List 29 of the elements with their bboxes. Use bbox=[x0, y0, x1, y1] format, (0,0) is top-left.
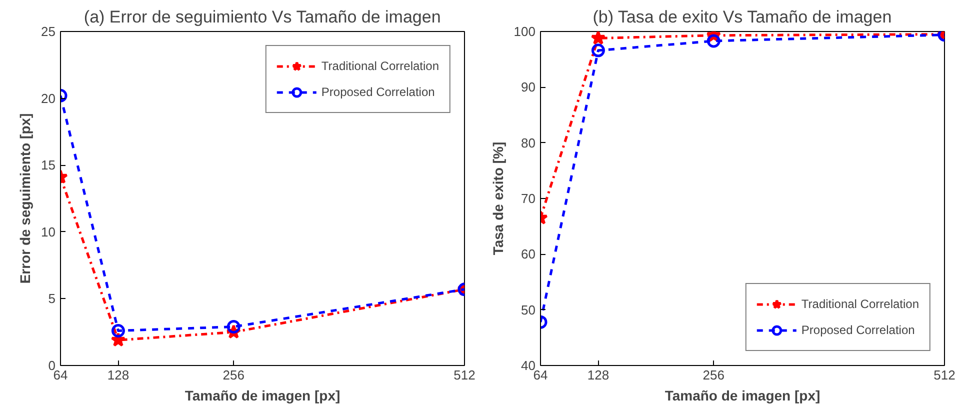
y-tick-label: 15 bbox=[41, 158, 56, 173]
y-tick-label: 20 bbox=[41, 90, 56, 106]
y-tick-label: 100 bbox=[514, 24, 536, 39]
x-tick-label: 128 bbox=[107, 368, 130, 382]
legend-label: Traditional Correlation bbox=[321, 59, 439, 73]
y-tick-label: 80 bbox=[521, 135, 536, 150]
chart-title: (a) Error de seguimiento Vs Tamaño de imagen bbox=[84, 8, 441, 26]
x-tick-label: 512 bbox=[454, 368, 476, 382]
y-tick-label: 60 bbox=[521, 246, 536, 262]
y-tick-label: 50 bbox=[521, 302, 536, 318]
y-tick-label: 0 bbox=[48, 358, 56, 373]
legend-label: Traditional Correlation bbox=[801, 297, 919, 311]
y-tick-label: 25 bbox=[41, 24, 56, 39]
x-tick-label: 256 bbox=[702, 368, 724, 382]
y-tick-label: 10 bbox=[41, 224, 56, 240]
x-tick-label: 256 bbox=[222, 368, 244, 382]
chart-title: (b) Tasa de exito Vs Tamaño de imagen bbox=[592, 8, 892, 26]
y-tick-label: 90 bbox=[521, 80, 536, 95]
y-tick-label: 70 bbox=[521, 191, 536, 206]
x-axis-title: Tamaño de imagen [px] bbox=[184, 388, 340, 404]
legend-label: Proposed Correlation bbox=[321, 85, 435, 99]
legend-label: Proposed Correlation bbox=[801, 323, 915, 337]
x-axis-title: Tamaño de imagen [px] bbox=[664, 388, 820, 404]
x-tick-label: 512 bbox=[934, 368, 956, 382]
y-tick-label: 5 bbox=[48, 291, 56, 306]
y-axis-title: Error de seguimiento [px] bbox=[17, 113, 34, 284]
x-tick-label: 128 bbox=[587, 368, 610, 382]
y-axis-title: Tasa de exito [%] bbox=[490, 142, 506, 256]
y-tick-label: 40 bbox=[521, 358, 536, 373]
